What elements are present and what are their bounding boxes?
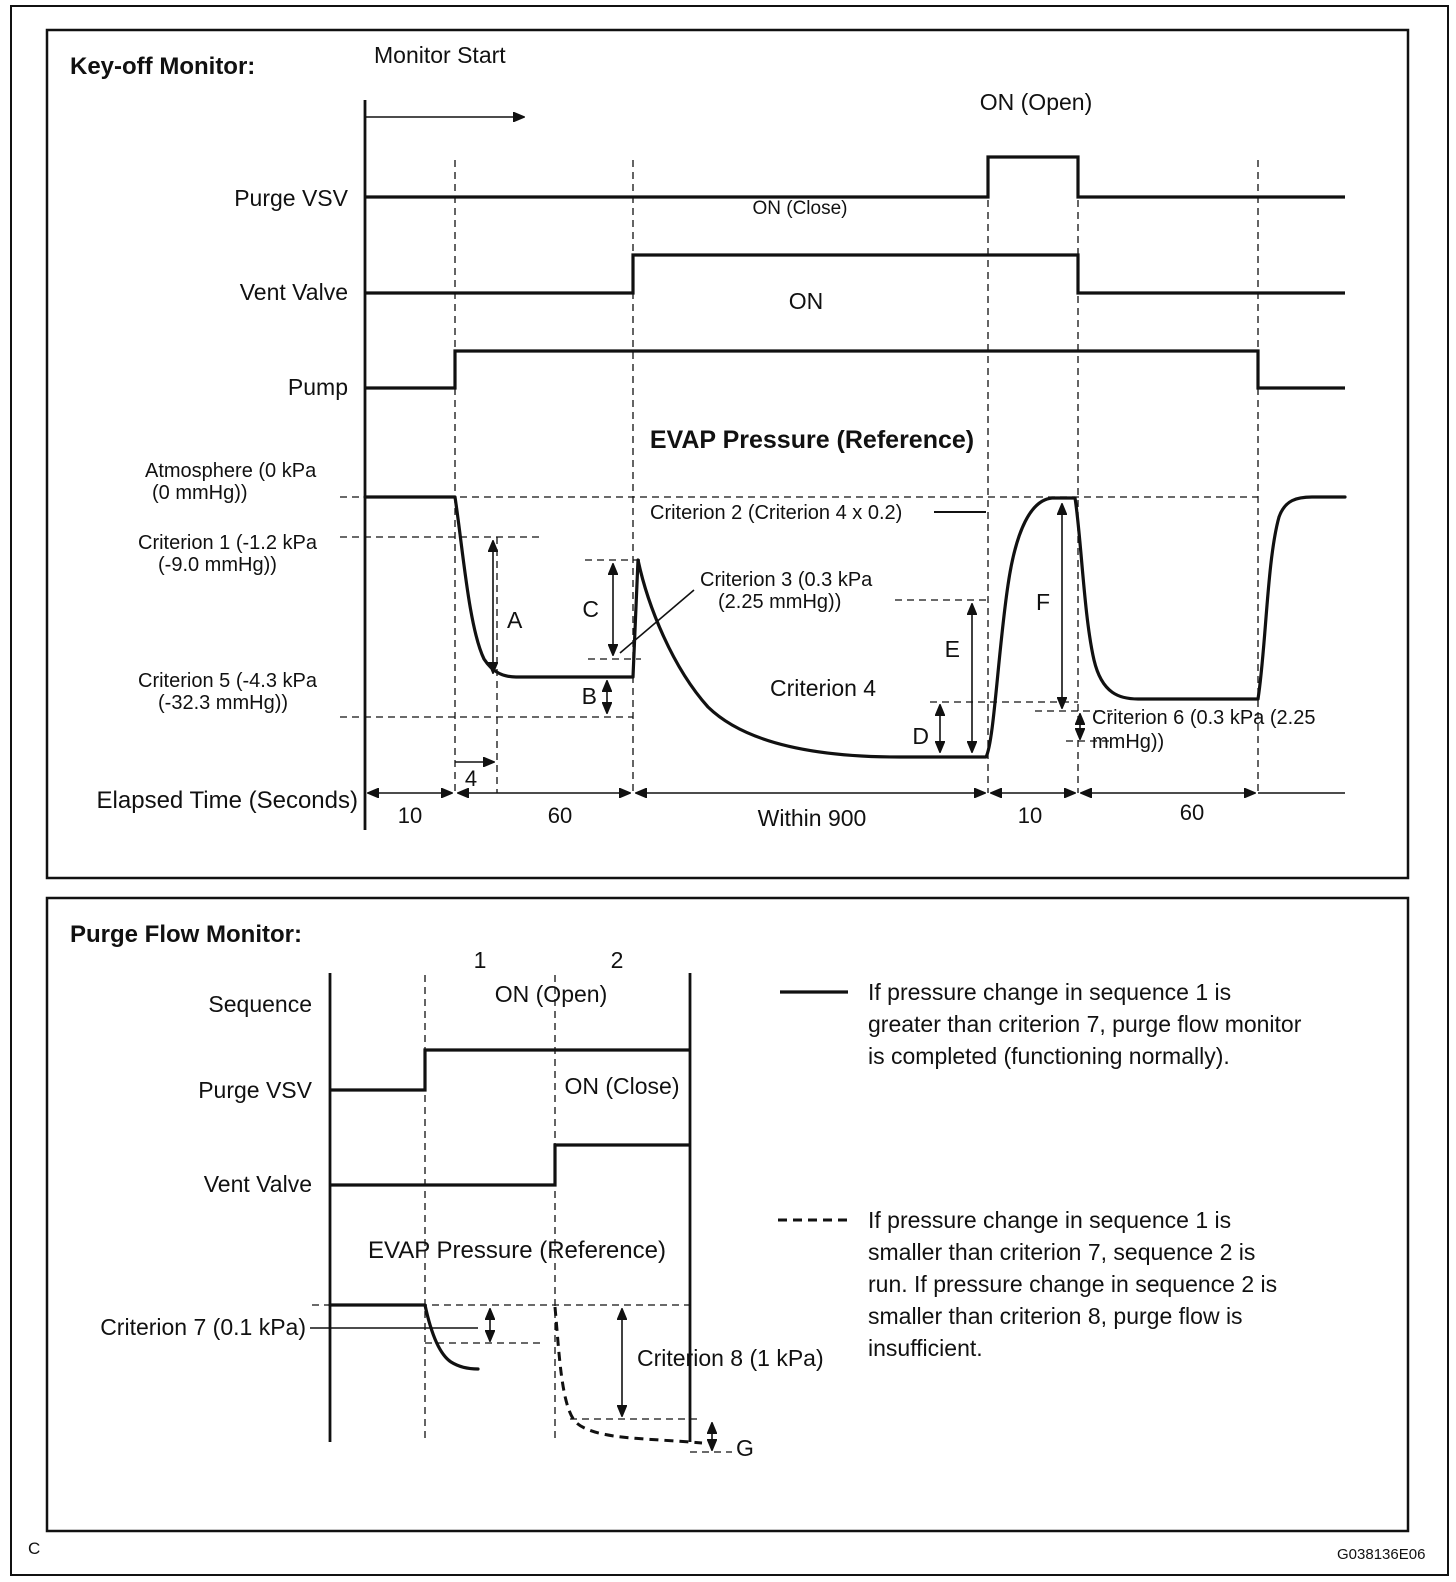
elapsed-time-label: Elapsed Time (Seconds) <box>97 787 358 814</box>
criterion5-label-2: (-32.3 mmHg)) <box>158 692 288 714</box>
time-60a-label: 60 <box>548 803 572 828</box>
measure-D-label: D <box>912 723 929 749</box>
purgeflow-title: Purge Flow Monitor: <box>70 921 302 948</box>
pf-dashed-pressure-curve <box>553 1306 703 1445</box>
page-mark: C <box>28 1539 40 1558</box>
pump-label: Pump <box>288 374 348 400</box>
legend-solid-text-1: If pressure change in sequence 1 is <box>868 979 1231 1005</box>
criterion4-label: Criterion 4 <box>770 675 876 701</box>
time-4-label: 4 <box>465 766 477 791</box>
time-10b-label: 10 <box>1018 803 1042 828</box>
legend-solid-text-3: is completed (functioning normally). <box>868 1043 1230 1069</box>
vent-valve-on-label: ON <box>789 288 824 314</box>
atmosphere-label-1: Atmosphere (0 kPa <box>145 460 317 482</box>
atmosphere-label-2: (0 mmHg)) <box>152 482 248 504</box>
criterion8-label: Criterion 8 (1 kPa) <box>637 1345 824 1371</box>
legend-dashed-text-4: smaller than criterion 8, purge flow is <box>868 1303 1243 1329</box>
evap-pressure-waveform <box>363 495 1347 759</box>
criterion6-label-2: mmHg)) <box>1092 731 1164 753</box>
pf-evap-pressure-title: EVAP Pressure (Reference) <box>368 1237 666 1264</box>
purge-vsv-on-open-label: ON (Open) <box>980 89 1092 115</box>
measure-F-label: F <box>1036 589 1050 615</box>
criterion3-label-2: (2.25 mmHg)) <box>718 591 841 613</box>
keyoff-panel-border <box>45 28 1410 880</box>
legend-dashed-text-5: insufficient. <box>868 1335 983 1361</box>
measure-C-label: C <box>582 596 599 622</box>
page-border <box>10 5 1449 1576</box>
legend-dashed-text-3: run. If pressure change in sequence 2 is <box>868 1271 1277 1297</box>
keyoff-title: Key-off Monitor: <box>70 53 255 80</box>
pump-signal <box>365 349 1345 390</box>
purge-vsv-on-close-label: ON (Close) <box>752 198 847 219</box>
evap-pressure-title: EVAP Pressure (Reference) <box>650 426 974 454</box>
sequence-label: Sequence <box>208 991 312 1017</box>
pf-vent-valve-signal <box>330 1143 690 1187</box>
measure-A-label: A <box>507 607 523 633</box>
pf-on-open-label: ON (Open) <box>495 981 607 1007</box>
criterion6-label-1: Criterion 6 (0.3 kPa (2.25 <box>1092 707 1315 729</box>
sequence-2-number: 2 <box>611 947 624 973</box>
time-10a-label: 10 <box>398 803 422 828</box>
criterion1-label-1: Criterion 1 (-1.2 kPa <box>138 532 318 554</box>
purge-vsv-signal <box>365 155 1345 199</box>
pf-purge-vsv-signal <box>330 1048 690 1092</box>
monitor-start-label: Monitor Start <box>374 42 506 68</box>
pf-purge-vsv-label: Purge VSV <box>198 1077 312 1103</box>
time-900-label: Within 900 <box>758 805 867 831</box>
vent-valve-signal <box>365 253 1345 295</box>
purge-vsv-label: Purge VSV <box>234 185 348 211</box>
legend-dashed-text-1: If pressure change in sequence 1 is <box>868 1207 1231 1233</box>
vent-valve-label: Vent Valve <box>240 279 348 305</box>
criterion7-label: Criterion 7 (0.1 kPa) <box>100 1314 306 1340</box>
criterion5-label-1: Criterion 5 (-4.3 kPa <box>138 670 318 692</box>
criterion3-label-1: Criterion 3 (0.3 kPa <box>700 569 873 591</box>
measure-G-label: G <box>736 1435 754 1461</box>
criterion3-leader-line <box>619 589 695 654</box>
measure-B-label: B <box>582 683 597 709</box>
purgeflow-panel-border <box>45 896 1410 1533</box>
criterion2-label: Criterion 2 (Criterion 4 x 0.2) <box>650 502 902 524</box>
legend-dashed-text-2: smaller than criterion 7, sequence 2 is <box>868 1239 1255 1265</box>
time-60b-label: 60 <box>1180 800 1204 825</box>
pf-on-close-label: ON (Close) <box>564 1073 679 1099</box>
pf-solid-pressure-curve <box>328 1303 480 1371</box>
measure-E-label: E <box>945 636 960 662</box>
pf-vent-valve-label: Vent Valve <box>204 1171 312 1197</box>
criterion1-label-2: (-9.0 mmHg)) <box>158 554 277 576</box>
figure-code: G038136E06 <box>1337 1546 1425 1563</box>
sequence-1-number: 1 <box>474 947 487 973</box>
legend-solid-text-2: greater than criterion 7, purge flow mon… <box>868 1011 1302 1037</box>
